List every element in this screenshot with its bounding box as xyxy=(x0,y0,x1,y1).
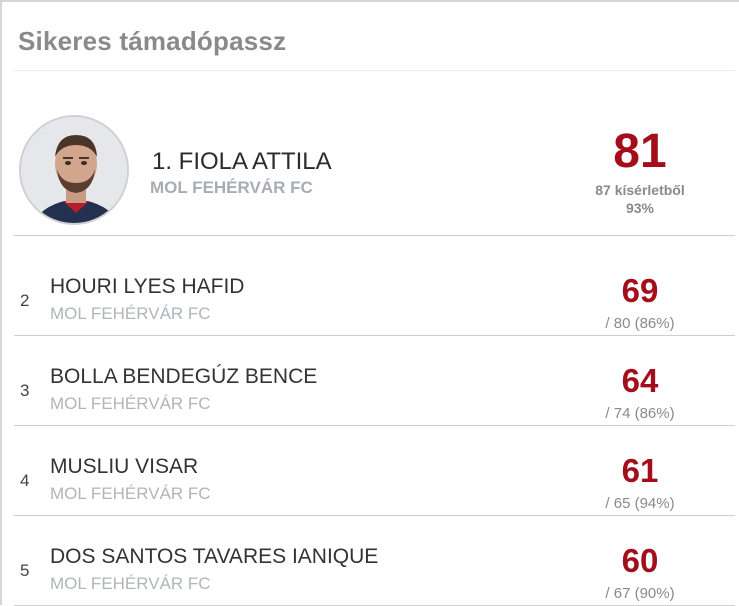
leader-percent: 93% xyxy=(625,200,655,216)
player-name[interactable]: DOS SANTOS TAVARES IANIQUE xyxy=(50,545,379,568)
player-name[interactable]: MUSLIU VISAR xyxy=(50,455,199,478)
player-club[interactable]: MOL FEHÉRVÁR FC xyxy=(50,394,211,413)
stat-value: 64 xyxy=(621,362,659,399)
stat-value: 61 xyxy=(621,452,659,489)
list-item[interactable]: 5 DOS SANTOS TAVARES IANIQUE MOL FEHÉRVÁ… xyxy=(14,515,735,606)
player-club[interactable]: MOL FEHÉRVÁR FC xyxy=(50,574,211,593)
list-item[interactable]: 3 BOLLA BENDEGÚZ BENCE MOL FEHÉRVÁR FC 6… xyxy=(14,335,735,426)
leader-value: 81 xyxy=(613,125,667,178)
stat-attempts: / 80 (86%) xyxy=(605,315,675,332)
rank-number: 4 xyxy=(20,471,30,490)
stat-attempts: / 65 (94%) xyxy=(605,495,675,512)
player-name[interactable]: BOLLA BENDEGÚZ BENCE xyxy=(50,365,318,388)
title-divider xyxy=(14,70,735,71)
widget-title: Sikeres támadópassz xyxy=(18,26,287,56)
stat-attempts: / 67 (90%) xyxy=(605,585,675,602)
stat-value: 69 xyxy=(621,272,659,309)
rank-number: 3 xyxy=(20,381,30,400)
player-club[interactable]: MOL FEHÉRVÁR FC xyxy=(50,304,211,323)
stat-attempts: / 74 (86%) xyxy=(605,405,675,422)
player-photo-icon xyxy=(21,117,127,223)
rank-number: 2 xyxy=(20,291,30,310)
stat-value: 60 xyxy=(621,542,659,579)
leader-name[interactable]: 1. FIOLA ATTILA xyxy=(152,148,332,175)
list-item[interactable]: 4 MUSLIU VISAR MOL FEHÉRVÁR FC 61 / 65 (… xyxy=(14,425,735,516)
player-avatar[interactable] xyxy=(19,115,129,225)
leader-attempts-text: 87 kísérletből xyxy=(595,182,685,198)
leader-row[interactable]: 1. FIOLA ATTILA MOL FEHÉRVÁR FC 81 87 kí… xyxy=(14,112,735,236)
player-club[interactable]: MOL FEHÉRVÁR FC xyxy=(50,484,211,503)
list-item[interactable]: 2 HOURI LYES HAFID MOL FEHÉRVÁR FC 69 / … xyxy=(14,245,735,336)
player-name[interactable]: HOURI LYES HAFID xyxy=(50,275,245,298)
rank-number: 5 xyxy=(20,561,30,580)
leader-club[interactable]: MOL FEHÉRVÁR FC xyxy=(150,178,313,197)
leader-attempts: 87 kísérletből 93% xyxy=(574,181,706,217)
